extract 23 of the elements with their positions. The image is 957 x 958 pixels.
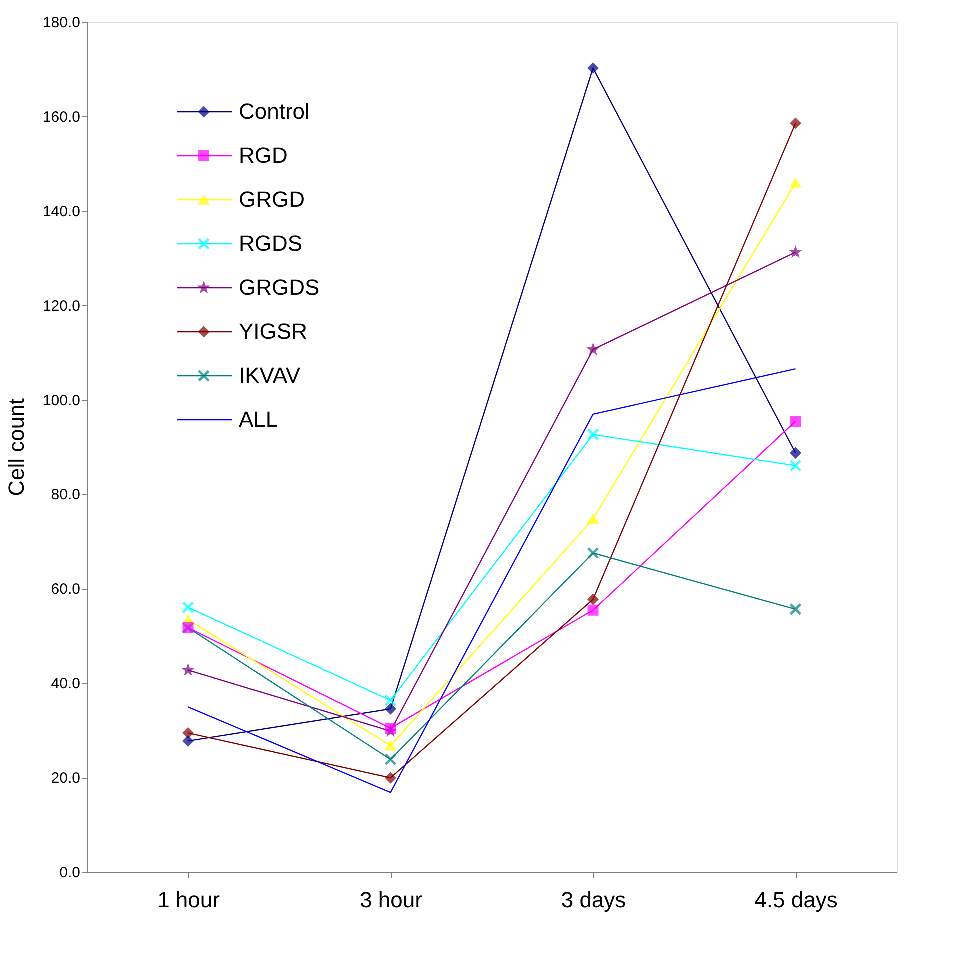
legend-label: YIGSR <box>239 319 308 344</box>
legend-label: RGDS <box>239 231 303 256</box>
y-tick-label: 180.0 <box>42 14 80 32</box>
x-tick-label: 1 hour <box>158 888 220 912</box>
y-axis-title: Cell count <box>4 398 29 496</box>
y-tick-label: 20.0 <box>51 770 80 788</box>
y-tick-label: 120.0 <box>42 298 80 315</box>
y-tick-label: 40.0 <box>51 676 80 693</box>
x-tick-label: 3 days <box>561 888 626 912</box>
y-tick-label: 80.0 <box>51 486 80 504</box>
legend-label: ALL <box>239 407 278 432</box>
x-tick-label: 3 hour <box>360 888 422 912</box>
y-tick-label: 0.0 <box>60 864 80 882</box>
legend-label: Control <box>239 99 310 124</box>
x-tick-label: 4.5 days <box>754 888 838 912</box>
legend-label: IKVAV <box>239 363 301 388</box>
legend-label: GRGD <box>239 187 305 212</box>
legend-label: RGD <box>239 143 288 168</box>
y-tick-label: 60.0 <box>51 581 80 598</box>
y-tick-label: 100.0 <box>42 392 80 410</box>
y-tick-label: 140.0 <box>42 203 80 220</box>
y-tick-label: 160.0 <box>42 108 80 126</box>
legend-label: GRGDS <box>239 275 320 300</box>
